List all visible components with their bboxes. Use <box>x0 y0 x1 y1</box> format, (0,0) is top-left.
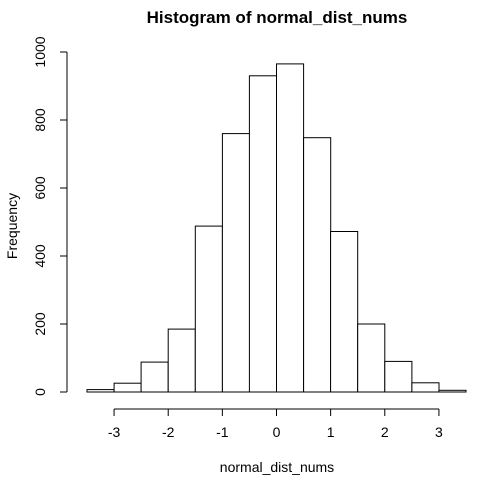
histogram-bar <box>438 389 467 393</box>
y-tick-label: 400 <box>32 244 48 268</box>
x-tick-label: -3 <box>108 424 121 440</box>
chart-title: Histogram of normal_dist_nums <box>147 8 408 27</box>
histogram-bar <box>411 382 440 393</box>
histogram-bar <box>384 360 413 393</box>
histogram-bar <box>330 231 359 393</box>
x-axis: -3 -2 -1 0 1 2 3 <box>108 408 443 440</box>
x-tick-label: 3 <box>435 424 443 440</box>
histogram-bar <box>167 328 196 393</box>
x-tick-label: -2 <box>162 424 175 440</box>
bars-group <box>86 63 467 393</box>
x-tick-label: 1 <box>327 424 335 440</box>
x-tick-label: 0 <box>273 424 281 440</box>
histogram-bar <box>221 133 250 393</box>
histogram-bar <box>357 323 386 393</box>
histogram-bar <box>194 225 223 393</box>
histogram-bar <box>303 137 332 393</box>
histogram-bar <box>86 389 115 393</box>
y-tick-label: 800 <box>32 108 48 132</box>
x-axis-label: normal_dist_nums <box>220 459 334 475</box>
y-tick-label: 1000 <box>32 36 48 67</box>
x-tick-label: 2 <box>381 424 389 440</box>
y-tick-label: 200 <box>32 312 48 336</box>
y-tick-label: 0 <box>32 388 48 396</box>
histogram-bar <box>276 63 305 393</box>
x-tick-label: -1 <box>216 424 229 440</box>
histogram-bar <box>248 75 277 393</box>
histogram-bar <box>140 361 169 393</box>
y-axis: 0 200 400 600 800 1000 <box>32 36 68 396</box>
y-axis-label: Frequency <box>4 193 20 259</box>
y-tick-label: 600 <box>32 176 48 200</box>
histogram-bar <box>113 382 142 393</box>
